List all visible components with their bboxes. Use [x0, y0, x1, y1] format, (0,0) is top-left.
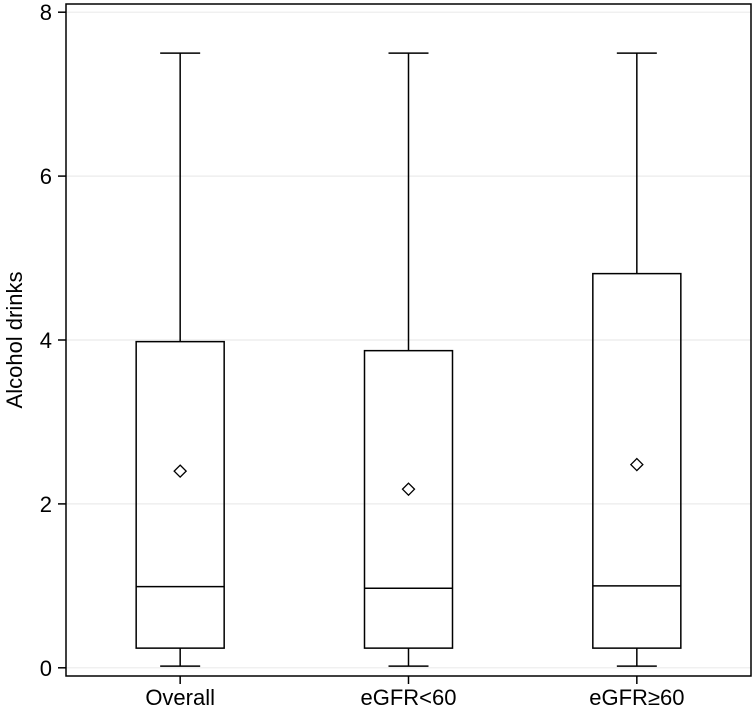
axes-layer: 0 2 4 6 8 Overall eGFR<60 eGFR≥60 [40, 0, 685, 710]
iqr-box [592, 272, 682, 649]
boxes-layer [135, 52, 682, 667]
x-tick-label: eGFR<60 [361, 685, 457, 710]
y-tick-label: 6 [40, 164, 52, 189]
y-tick-label: 2 [40, 492, 52, 517]
box-group-1 [363, 52, 454, 667]
iqr-box [135, 340, 225, 649]
y-axis-title: Alcohol drinks [2, 272, 27, 409]
x-tick-label: Overall [145, 685, 215, 710]
iqr-box [363, 349, 454, 649]
mean-marker [629, 457, 644, 472]
box-group-0 [135, 52, 225, 667]
y-tick-label: 8 [40, 0, 52, 25]
x-tick-label: eGFR≥60 [589, 685, 684, 710]
mean-marker [173, 464, 188, 479]
mean-marker [401, 482, 416, 497]
y-tick-label: 0 [40, 656, 52, 681]
box-group-2 [592, 52, 682, 667]
y-tick-label: 4 [40, 328, 52, 353]
